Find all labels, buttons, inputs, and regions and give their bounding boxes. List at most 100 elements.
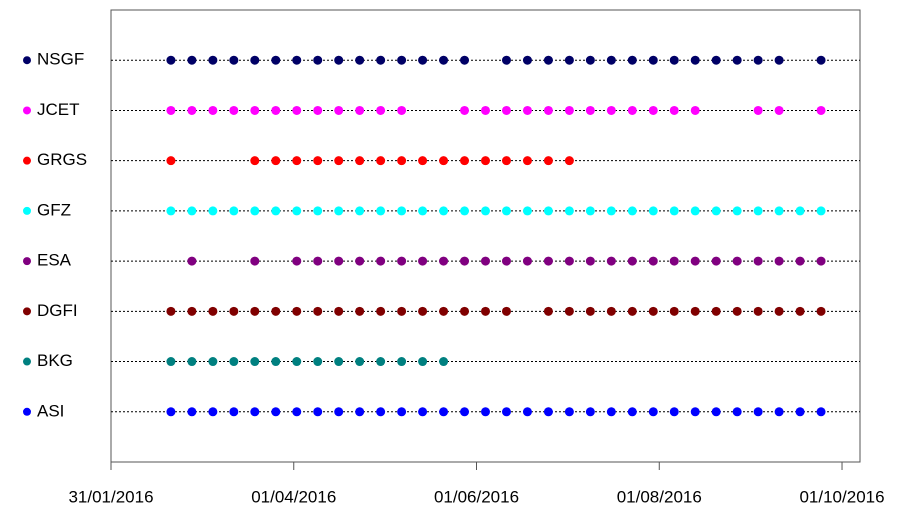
dot [334, 156, 344, 166]
dot [481, 407, 490, 417]
dot [187, 256, 197, 266]
dot [439, 256, 449, 266]
dot [418, 156, 428, 166]
dot [543, 55, 553, 65]
dot [627, 407, 637, 417]
dot [355, 55, 365, 65]
dot [753, 105, 763, 115]
dot [522, 156, 532, 166]
dot [564, 206, 574, 216]
dot [711, 407, 721, 417]
plot-frame [110, 9, 861, 463]
dot [543, 156, 553, 166]
dot [585, 407, 595, 417]
dot [313, 357, 323, 367]
dot [292, 306, 302, 316]
dot [292, 256, 302, 266]
dot [543, 306, 553, 316]
dot [166, 105, 176, 115]
dot [376, 206, 386, 216]
dot [166, 357, 176, 367]
dot [564, 105, 574, 115]
dot [795, 256, 805, 266]
dot [250, 206, 260, 216]
dot [669, 407, 679, 417]
dot [208, 306, 218, 316]
legend-label: BKG [37, 351, 73, 370]
dot [627, 256, 637, 266]
dot [313, 407, 323, 417]
dot [397, 55, 407, 65]
dot [460, 55, 470, 65]
dot [669, 206, 679, 216]
x-tick-label: 01/06/2016 [434, 487, 519, 506]
dot [816, 105, 826, 115]
dot [271, 407, 281, 417]
dot [313, 55, 323, 65]
dot [376, 105, 386, 115]
dot [292, 357, 302, 367]
dot [606, 256, 616, 266]
dot [292, 55, 302, 65]
legend-marker [23, 206, 31, 215]
legend-marker [23, 106, 31, 115]
dot [187, 105, 197, 115]
dot [606, 55, 616, 65]
dot [418, 407, 428, 417]
dot [439, 156, 449, 166]
dot [313, 206, 323, 216]
dot [627, 306, 637, 316]
legend-label: GRGS [37, 150, 87, 169]
dot [439, 55, 449, 65]
legend-marker [23, 407, 31, 416]
legend-marker [23, 56, 31, 65]
dot [187, 206, 197, 216]
dot [585, 206, 595, 216]
dot [334, 357, 344, 367]
dot [648, 256, 658, 266]
dot [250, 407, 260, 417]
dot [732, 206, 742, 216]
dot [585, 105, 595, 115]
dot [439, 407, 449, 417]
dot [271, 357, 281, 367]
dot [669, 306, 679, 316]
dot [334, 407, 344, 417]
dot [250, 357, 260, 367]
dot [313, 256, 323, 266]
dot [606, 105, 616, 115]
dot [334, 306, 344, 316]
dot [690, 105, 700, 115]
dot [732, 256, 742, 266]
dot [564, 256, 574, 266]
dot [543, 407, 553, 417]
dot [501, 407, 511, 417]
dot [397, 105, 407, 115]
dot [250, 256, 260, 266]
dot [271, 306, 281, 316]
dot [355, 407, 365, 417]
dot [564, 156, 574, 166]
dot [229, 206, 239, 216]
dot [292, 407, 302, 417]
dot [460, 156, 470, 166]
dot [522, 105, 532, 115]
dot [690, 407, 700, 417]
dot [669, 105, 679, 115]
dot [732, 55, 742, 65]
dot [418, 55, 428, 65]
dot [501, 105, 511, 115]
dot [187, 55, 197, 65]
dot [271, 206, 281, 216]
dot [543, 256, 553, 266]
dot [774, 407, 784, 417]
dot [543, 206, 553, 216]
dot [229, 105, 239, 115]
dot [711, 256, 721, 266]
dot [187, 407, 197, 417]
dot [564, 55, 574, 65]
dot [481, 306, 490, 316]
dot [397, 407, 407, 417]
dot [816, 206, 826, 216]
